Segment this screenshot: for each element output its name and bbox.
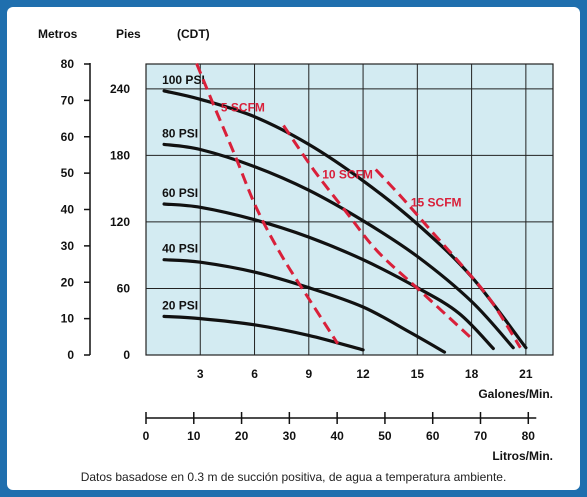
y-meters-tick-label-50: 50 xyxy=(61,166,75,180)
x-lpm-tick-label-10: 10 xyxy=(187,429,201,443)
axis-header-feet: Pies xyxy=(116,27,141,41)
x-gpm-tick-label-6: 6 xyxy=(251,367,258,381)
x-gpm-tick-label-15: 15 xyxy=(411,367,425,381)
pressure-label-100-psi: 100 PSI xyxy=(162,73,205,87)
y-meters-tick-label-10: 10 xyxy=(61,312,75,326)
y-feet-tick-label-180: 180 xyxy=(110,148,130,162)
pressure-curve-20-psi xyxy=(162,314,365,352)
pressure-curve-40-psi xyxy=(162,258,447,354)
x-gpm-tick-label-21: 21 xyxy=(519,367,533,381)
x-lpm-tick-label-50: 50 xyxy=(378,429,392,443)
y-feet-tick-label-240: 240 xyxy=(110,82,130,96)
axis-header-unit: (CDT) xyxy=(177,27,210,41)
air-label-15-scfm: 15 SCFM xyxy=(411,196,462,210)
y-feet-tick-label-60: 60 xyxy=(117,281,131,295)
x-gpm-tick-label-18: 18 xyxy=(465,367,479,381)
y-meters-tick-label-40: 40 xyxy=(61,203,75,217)
y-meters-tick-label-80: 80 xyxy=(61,57,75,71)
pressure-curve-60-psi xyxy=(162,202,495,351)
x-gpm-tick-label-12: 12 xyxy=(356,367,370,381)
x-lpm-tick-label-0: 0 xyxy=(143,429,150,443)
x-lpm-tick-label-60: 60 xyxy=(426,429,440,443)
x-gpm-tick-label-9: 9 xyxy=(305,367,312,381)
y-feet-tick-label-120: 120 xyxy=(110,215,130,229)
pressure-label-60-psi: 60 PSI xyxy=(162,186,198,200)
x-lpm-tick-label-30: 30 xyxy=(283,429,297,443)
air-curve-15-scfm xyxy=(374,168,522,349)
y-meters-tick-label-60: 60 xyxy=(61,130,75,144)
pressure-label-80-psi: 80 PSI xyxy=(162,126,198,140)
y-feet-tick-label-0: 0 xyxy=(123,348,130,362)
y-meters-tick-label-70: 70 xyxy=(61,93,75,107)
x-lpm-tick-label-70: 70 xyxy=(474,429,488,443)
air-curve-10-scfm xyxy=(282,124,475,342)
pressure-label-20-psi: 20 PSI xyxy=(162,298,198,312)
air-label-5-scfm: 5 SCFM xyxy=(221,100,265,114)
x-lpm-axis-label: Litros/Min. xyxy=(492,449,553,463)
x-lpm-tick-label-80: 80 xyxy=(522,429,536,443)
air-label-10-scfm: 10 SCFM xyxy=(322,168,373,182)
y-meters-tick-label-0: 0 xyxy=(67,348,74,362)
y-meters-tick-label-20: 20 xyxy=(61,275,75,289)
y-meters-tick-label-30: 30 xyxy=(61,239,75,253)
x-gpm-tick-label-3: 3 xyxy=(197,367,204,381)
pressure-label-40-psi: 40 PSI xyxy=(162,242,198,256)
x-lpm-tick-label-20: 20 xyxy=(235,429,249,443)
footnote: Datos basadose en 0.3 m de succión posit… xyxy=(80,470,507,484)
air-curve-5-scfm xyxy=(195,63,339,345)
x-lpm-tick-label-40: 40 xyxy=(330,429,344,443)
axis-header-meters: Metros xyxy=(38,27,78,41)
x-gpm-axis-label: Galones/Min. xyxy=(478,387,553,401)
